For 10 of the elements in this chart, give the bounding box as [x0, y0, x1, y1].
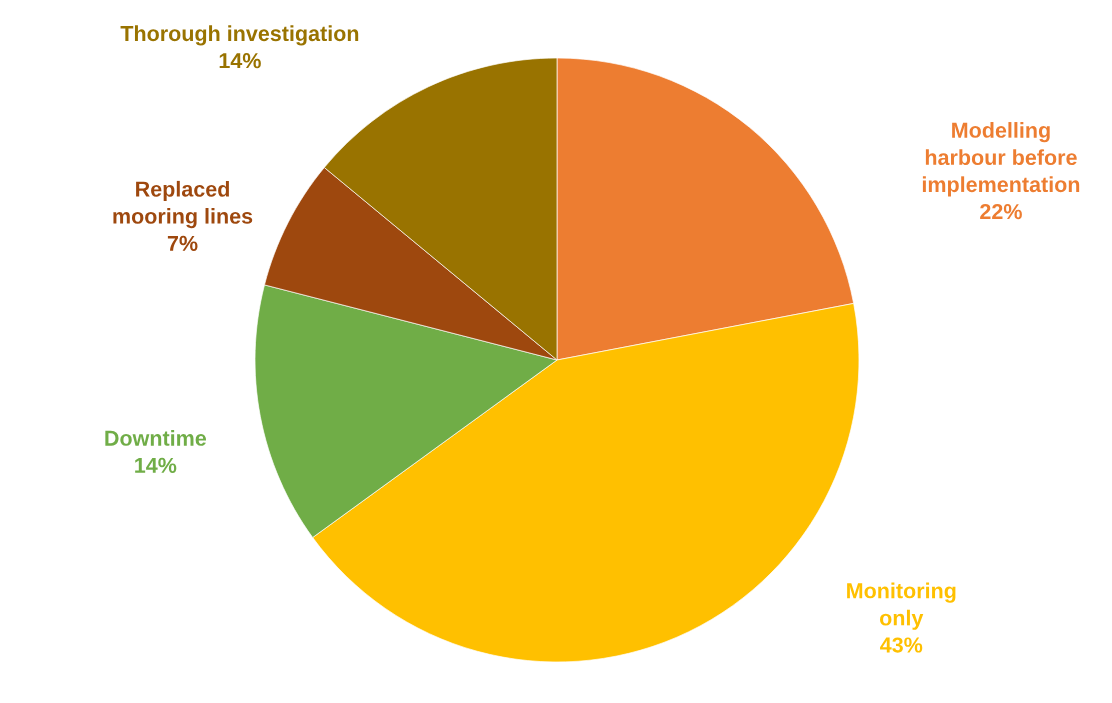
slice-label: Thorough investigation — [120, 25, 359, 46]
data-label: 14% — [219, 53, 261, 69]
data-label: 22% — [980, 203, 1022, 220]
slice-label: Modelling harbour before implementation — [922, 122, 1080, 197]
data-label: 43% — [880, 637, 923, 653]
slice-label: Monitoring only — [847, 582, 956, 630]
slice-label: Replaced mooring lines — [113, 180, 253, 229]
slice-label: Downtime — [105, 430, 207, 446]
data-label: 14% — [135, 457, 177, 473]
data-label: 7% — [167, 235, 198, 251]
